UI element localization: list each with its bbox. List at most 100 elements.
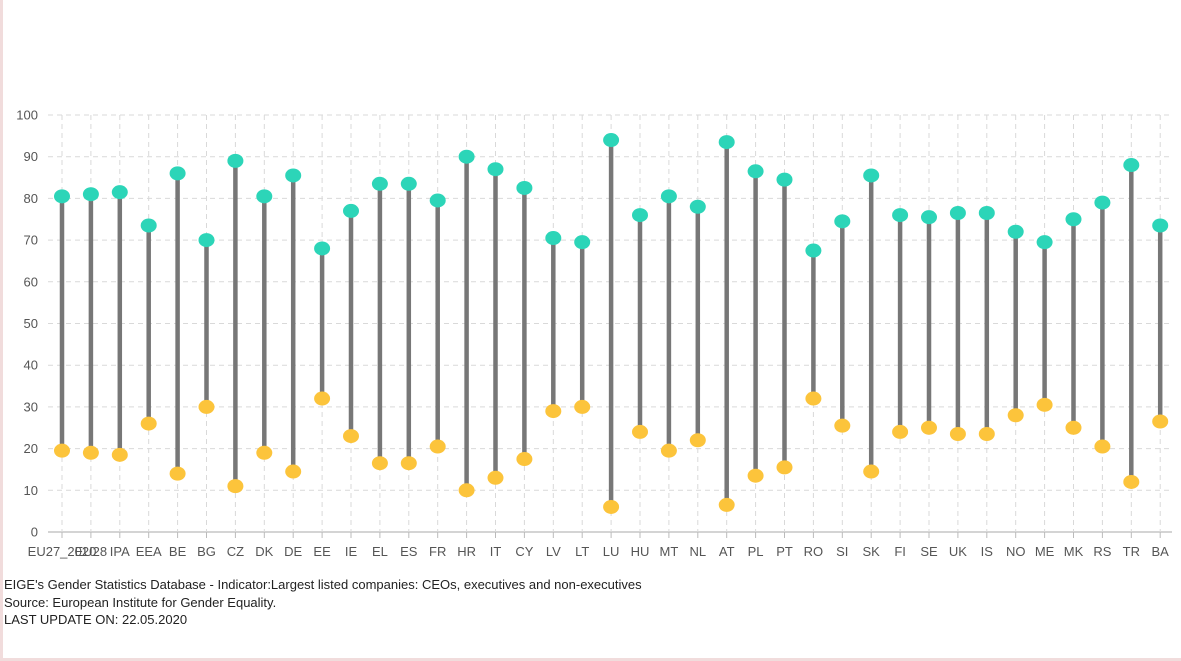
high-value-point[interactable] <box>776 172 793 187</box>
high-value-point[interactable] <box>603 133 620 148</box>
high-value-point[interactable] <box>54 189 70 204</box>
high-value-point[interactable] <box>1152 218 1169 233</box>
low-value-point[interactable] <box>1007 408 1024 423</box>
low-value-point[interactable] <box>82 445 99 460</box>
high-value-point[interactable] <box>140 218 157 233</box>
x-tick-label: EU28 <box>75 544 108 559</box>
low-value-point[interactable] <box>400 456 417 471</box>
low-value-point[interactable] <box>198 399 215 414</box>
high-value-point[interactable] <box>111 185 128 200</box>
low-value-point[interactable] <box>776 460 793 475</box>
high-value-point[interactable] <box>400 176 417 191</box>
chart-marks[interactable] <box>54 133 1169 514</box>
low-value-point[interactable] <box>487 470 504 485</box>
low-value-point[interactable] <box>256 445 273 460</box>
high-value-point[interactable] <box>545 231 562 246</box>
high-value-point[interactable] <box>834 214 851 229</box>
high-value-point[interactable] <box>574 235 591 250</box>
high-value-point[interactable] <box>689 199 706 214</box>
high-value-point[interactable] <box>1036 235 1053 250</box>
low-value-point[interactable] <box>747 468 764 483</box>
x-tick-label: HU <box>631 544 650 559</box>
high-value-point[interactable] <box>343 203 359 218</box>
low-value-point[interactable] <box>632 424 648 439</box>
x-tick-label: PL <box>748 544 764 559</box>
high-value-point[interactable] <box>458 149 475 164</box>
x-tick-label: ME <box>1035 544 1055 559</box>
high-value-point[interactable] <box>516 180 533 195</box>
low-value-point[interactable] <box>689 433 706 448</box>
x-tick-label: MK <box>1064 544 1084 559</box>
x-tick-label: LT <box>575 544 589 559</box>
high-value-point[interactable] <box>718 135 735 150</box>
source-text: Source: European Institute for Gender Eq… <box>4 594 277 610</box>
high-value-point[interactable] <box>1123 158 1140 173</box>
x-tick-label: SK <box>863 544 881 559</box>
low-value-point[interactable] <box>371 456 388 471</box>
low-value-point[interactable] <box>1094 439 1111 454</box>
low-value-point[interactable] <box>285 464 302 479</box>
high-value-point[interactable] <box>747 164 764 179</box>
high-value-point[interactable] <box>487 162 504 177</box>
low-value-point[interactable] <box>516 452 533 467</box>
high-value-point[interactable] <box>1065 212 1082 227</box>
high-value-point[interactable] <box>285 168 302 183</box>
high-value-point[interactable] <box>921 210 937 225</box>
low-value-point[interactable] <box>574 399 591 414</box>
y-tick-label: 40 <box>24 358 38 373</box>
low-value-point[interactable] <box>111 447 128 462</box>
high-value-point[interactable] <box>632 208 648 223</box>
high-value-point[interactable] <box>429 193 446 208</box>
high-value-point[interactable] <box>256 189 273 204</box>
high-value-point[interactable] <box>198 233 215 248</box>
x-tick-label: FI <box>894 544 906 559</box>
low-value-point[interactable] <box>140 416 157 431</box>
low-value-point[interactable] <box>545 404 562 419</box>
low-value-point[interactable] <box>603 499 620 514</box>
high-value-point[interactable] <box>314 241 331 256</box>
x-tick-label: PT <box>776 544 793 559</box>
x-tick-label: NL <box>689 544 706 559</box>
high-value-point[interactable] <box>169 166 186 181</box>
x-tick-label: SE <box>920 544 938 559</box>
low-value-point[interactable] <box>718 497 735 512</box>
low-value-point[interactable] <box>805 391 822 406</box>
low-value-point[interactable] <box>1152 414 1169 429</box>
low-value-point[interactable] <box>1123 474 1140 489</box>
x-tick-label: HR <box>457 544 476 559</box>
y-tick-label: 50 <box>24 316 38 331</box>
high-value-point[interactable] <box>1094 195 1111 210</box>
high-value-point[interactable] <box>1007 224 1024 239</box>
low-value-point[interactable] <box>892 424 909 439</box>
high-value-point[interactable] <box>949 205 966 220</box>
low-value-point[interactable] <box>978 427 995 442</box>
low-value-point[interactable] <box>314 391 331 406</box>
low-value-point[interactable] <box>169 466 186 481</box>
low-value-point[interactable] <box>429 439 446 454</box>
low-value-point[interactable] <box>921 420 937 435</box>
high-value-point[interactable] <box>227 153 244 168</box>
low-value-point[interactable] <box>343 429 359 444</box>
low-value-point[interactable] <box>227 479 244 494</box>
low-value-point[interactable] <box>458 483 475 498</box>
low-value-point[interactable] <box>834 418 851 433</box>
high-value-point[interactable] <box>863 168 880 183</box>
x-tick-label: IE <box>345 544 358 559</box>
x-tick-label: SI <box>836 544 848 559</box>
low-value-point[interactable] <box>949 427 966 442</box>
low-value-point[interactable] <box>660 443 677 458</box>
low-value-point[interactable] <box>54 443 70 458</box>
bottom-frame-border <box>0 658 1181 661</box>
high-value-point[interactable] <box>978 205 995 220</box>
high-value-point[interactable] <box>371 176 388 191</box>
high-value-point[interactable] <box>82 187 99 202</box>
high-value-point[interactable] <box>892 208 909 223</box>
high-value-point[interactable] <box>660 189 677 204</box>
low-value-point[interactable] <box>1065 420 1082 435</box>
x-tick-label: DE <box>284 544 302 559</box>
low-value-point[interactable] <box>1036 397 1053 412</box>
high-value-point[interactable] <box>805 243 822 258</box>
low-value-point[interactable] <box>863 464 880 479</box>
